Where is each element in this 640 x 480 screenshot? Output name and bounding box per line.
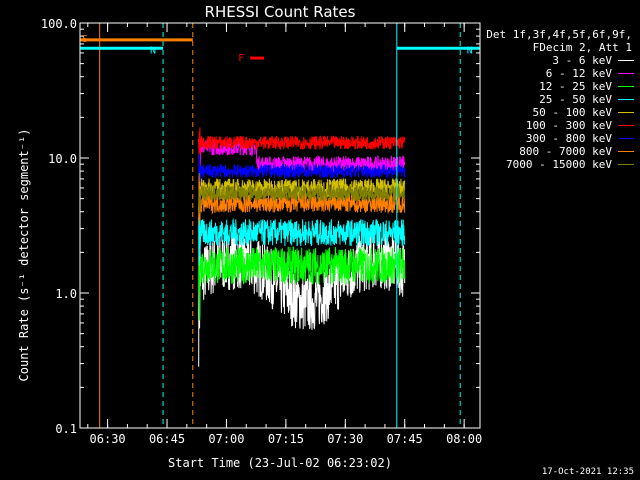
legend-entry-label: 7000 - 15000 keV	[506, 158, 612, 171]
legend-entry: 25 - 50 keV	[480, 93, 638, 106]
series-line	[198, 153, 406, 187]
annotation-label: N	[150, 45, 156, 56]
legend-entry-label: 12 - 25 keV	[539, 80, 612, 93]
legend-entry-label: 6 - 12 keV	[545, 67, 612, 80]
x-tick-label: 06:45	[149, 432, 185, 446]
plot-timestamp: 17-Oct-2021 12:35	[541, 467, 634, 477]
legend-entry-label: 25 - 50 keV	[539, 93, 612, 106]
legend-swatch	[618, 60, 634, 61]
legend-header-line-1: Det 1f,3f,4f,5f,6f,9f,	[486, 28, 632, 41]
x-tick-label: 07:00	[208, 432, 244, 446]
legend-entry: 800 - 7000 keV	[480, 145, 638, 158]
legend-entry-label: 50 - 100 keV	[532, 106, 612, 119]
legend-entry-label: 3 - 6 keV	[552, 54, 612, 67]
series-line	[198, 184, 406, 214]
y-tick-label: 10.0	[48, 152, 77, 166]
y-tick-label: 0.1	[55, 422, 77, 436]
series-line	[198, 127, 406, 157]
series-line	[198, 138, 406, 174]
series-line	[198, 214, 406, 265]
legend-entry-label: 800 - 7000 keV	[519, 145, 612, 158]
legend-swatch	[618, 112, 634, 113]
x-tick-label: 07:30	[327, 432, 363, 446]
legend-swatch	[618, 73, 634, 74]
y-tick-label: 100.0	[41, 17, 77, 31]
legend-entry: 300 - 800 keV	[480, 132, 638, 145]
plot-frame	[79, 22, 481, 429]
annotation-label: N	[467, 45, 473, 56]
y-tick-label: 1.0	[55, 287, 77, 301]
series-group	[198, 127, 406, 367]
legend-swatch	[618, 86, 634, 87]
legend-swatch	[618, 99, 634, 100]
legend-header-line-2: FDecim 2, Att 1	[532, 41, 632, 54]
chart-title: RHESSI Count Rates	[205, 3, 356, 21]
axes: 06:30 06:45 07:00 07:15 07:30 07:45 08:00 0.1 1.…	[41, 17, 482, 446]
legend-entry: 50 - 100 keV	[480, 106, 638, 119]
annotation-label: F	[238, 53, 244, 64]
series-line	[198, 211, 406, 321]
legend-entry-label: 100 - 300 keV	[525, 119, 612, 132]
y-axis-label: Count Rate (s⁻¹ detector segment⁻¹)	[17, 129, 31, 382]
legend-swatch	[618, 164, 634, 165]
x-axis-label: Start Time (23-Jul-02 06:23:02)	[168, 456, 392, 470]
legend-swatch	[618, 125, 634, 126]
x-tick-label: 07:15	[268, 432, 304, 446]
legend-swatch	[618, 138, 634, 139]
legend-swatch	[618, 151, 634, 152]
x-tick-label: 06:30	[90, 432, 126, 446]
annotation-label: S	[82, 34, 88, 45]
legend-entry-label: 300 - 800 keV	[525, 132, 612, 145]
legend-entry: 100 - 300 keV	[480, 119, 638, 132]
legend-entry: 7000 - 15000 keV	[480, 158, 638, 171]
legend: Det 1f,3f,4f,5f,6f,9f, FDecim 2, Att 1 3…	[480, 28, 638, 171]
x-tick-label: 08:00	[446, 432, 482, 446]
legend-entry: 6 - 12 keV	[480, 67, 638, 80]
legend-entry: 3 - 6 keV	[480, 54, 638, 67]
legend-entry: 12 - 25 keV	[480, 80, 638, 93]
annotations: S N N F	[80, 34, 480, 64]
x-tick-label: 07:45	[387, 432, 423, 446]
